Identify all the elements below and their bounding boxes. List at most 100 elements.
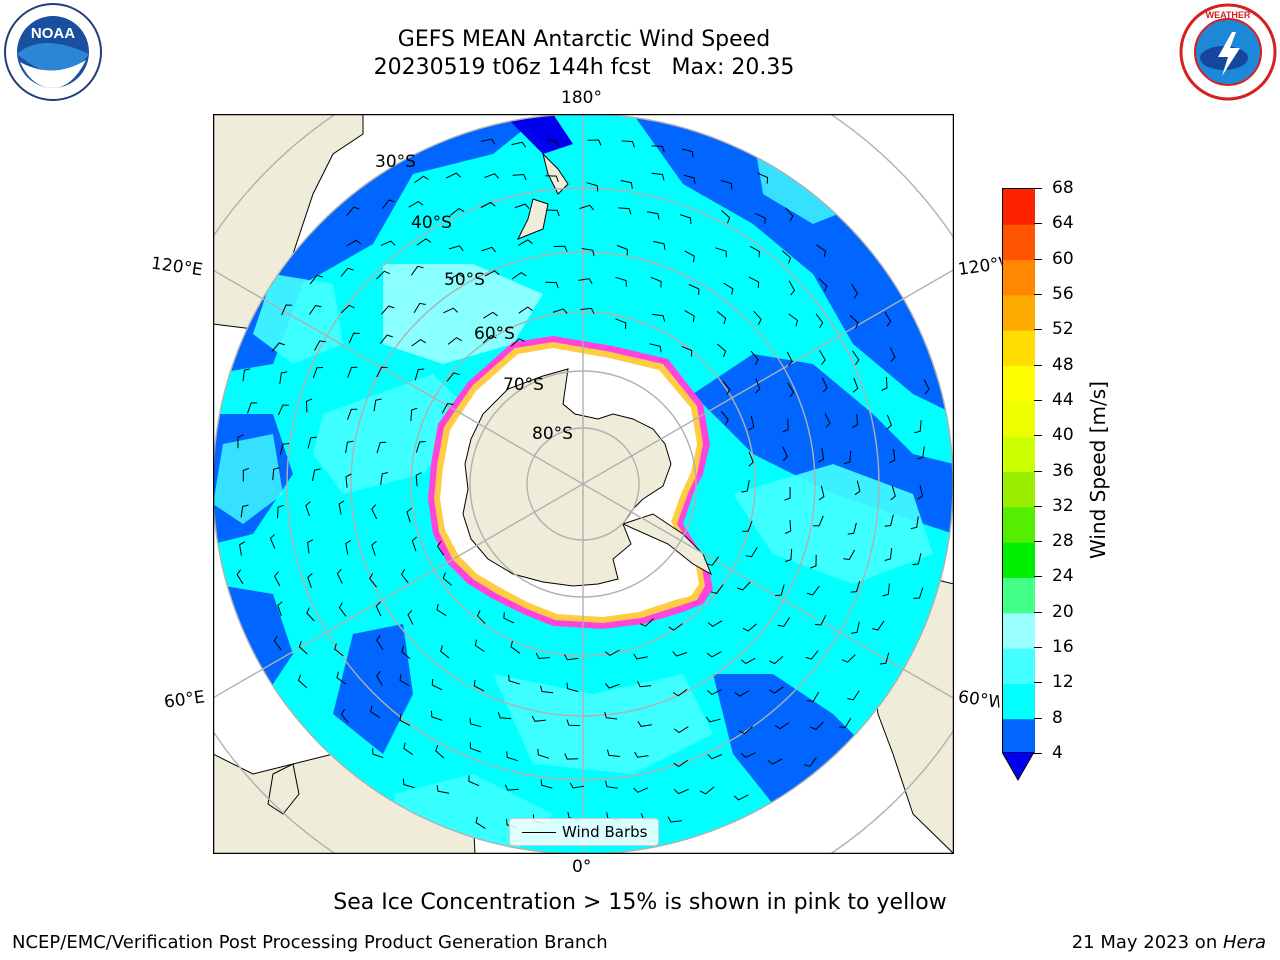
wind-barb: [448, 245, 464, 252]
colorbar-swatch: [1003, 365, 1035, 402]
wind-barb: [917, 485, 924, 500]
colorbar-tick-mark: [1034, 611, 1042, 613]
wind-barb: [785, 548, 793, 562]
wind-barb: [446, 172, 462, 179]
lat-label-40s: 40°S: [411, 213, 452, 233]
wind-barb: [851, 283, 859, 299]
wind-barb: [436, 785, 450, 794]
wind-barb: [514, 203, 530, 210]
wind-barb: [720, 179, 733, 190]
wind-barb: [852, 377, 859, 393]
meridian-label-60e: 60°E: [162, 687, 207, 713]
wind-barb: [482, 334, 497, 344]
colorbar-swatch: [1003, 506, 1035, 543]
wind-barb: [372, 748, 384, 759]
australia-landmass: [213, 114, 364, 330]
wind-barb: [512, 173, 527, 181]
colorbar-tick-mark: [1034, 399, 1042, 401]
colorbar-tick-label: 16: [1052, 637, 1074, 658]
wind-barb: [564, 654, 579, 661]
colorbar-tick-mark: [1034, 647, 1042, 649]
wind-barb: [749, 245, 761, 258]
wind-barb: [679, 214, 692, 225]
wind-barb: [277, 404, 289, 416]
wind-barb: [775, 584, 785, 597]
wind-barb: [605, 780, 618, 789]
wind-barb: [431, 678, 443, 691]
wind-barb: [750, 350, 759, 366]
wind-barb: [413, 302, 426, 314]
colorbar-swatch: [1003, 224, 1035, 261]
wind-barb: [345, 440, 354, 454]
wind-barb: [672, 688, 688, 697]
host-name: Hera: [1222, 932, 1266, 953]
colorbar-tick-label: 32: [1052, 495, 1074, 516]
wind-barb: [334, 643, 344, 657]
wind-barb: [236, 569, 244, 585]
wind-barb: [683, 174, 696, 184]
wind-barb: [787, 382, 795, 398]
wind-barb: [850, 580, 861, 593]
colorbar-tick-mark: [1034, 188, 1042, 189]
wind-barb: [587, 139, 602, 146]
colorbar-under-arrow: [1002, 752, 1034, 782]
wind-barb: [889, 347, 896, 362]
wind-barb: [871, 620, 885, 631]
wind-barb: [706, 651, 722, 658]
wind-barb: [431, 710, 443, 721]
wind-barb: [473, 679, 485, 692]
wind-barb: [637, 720, 652, 727]
wind-barb: [279, 371, 288, 384]
wind-barb: [336, 671, 347, 685]
colorbar-swatch: [1003, 294, 1035, 331]
wind-barb: [411, 338, 426, 347]
wind-barb: [508, 674, 520, 685]
wind-barb: [435, 745, 445, 759]
wind-barb: [345, 473, 352, 488]
legend-barb-line: [522, 832, 556, 833]
wind-barb: [480, 201, 496, 208]
wind-barb: [309, 274, 323, 285]
wind-barb: [816, 244, 827, 257]
wind-barb: [742, 520, 753, 532]
wind-barb: [380, 240, 396, 247]
colorbar-swatch: [1003, 648, 1035, 684]
wind-barb: [242, 467, 250, 482]
colorbar-swatch: [1003, 718, 1035, 754]
meridian-label-0: 0°: [572, 857, 592, 877]
wind-barb: [817, 448, 825, 463]
wind-barb: [237, 434, 244, 449]
wind-barb: [824, 413, 831, 428]
wind-barb: [721, 210, 731, 224]
colorbar-tick-mark: [1034, 682, 1042, 684]
wind-barb: [805, 650, 819, 660]
wind-barb: [371, 540, 377, 556]
wind-barb: [468, 775, 480, 787]
wind-barb: [273, 571, 281, 587]
wind-barb: [340, 267, 354, 277]
colorbar-tick-mark: [1034, 435, 1042, 437]
wind-barb: [511, 271, 527, 280]
wind-barb: [653, 241, 666, 250]
wind-barb: [411, 536, 418, 552]
wind-barb: [279, 443, 290, 455]
wind-barb: [376, 270, 390, 280]
wind-barb: [852, 350, 860, 366]
chart-title: GEFS MEAN Antarctic Wind Speed: [397, 27, 771, 52]
wind-barb: [707, 620, 723, 627]
colorbar-tick-mark: [1034, 223, 1042, 225]
wind-barb: [340, 304, 355, 314]
wind-barb: [618, 207, 632, 215]
colorbar-tick-mark: [1034, 541, 1042, 543]
wind-barb: [510, 640, 521, 654]
wind-barb: [376, 670, 383, 686]
wind-barb: [484, 270, 500, 277]
wind-barb: [312, 468, 321, 481]
map-canvas: [213, 114, 954, 854]
wind-barb: [416, 238, 432, 246]
sea-ice-footnote: Sea Ice Concentration > 15% is shown in …: [333, 890, 947, 915]
run-date-credit: 21 May 2023 on Hera: [1072, 932, 1266, 953]
wind-barb: [633, 653, 648, 660]
wind-barb: [346, 206, 360, 217]
wind-barb: [406, 507, 413, 523]
